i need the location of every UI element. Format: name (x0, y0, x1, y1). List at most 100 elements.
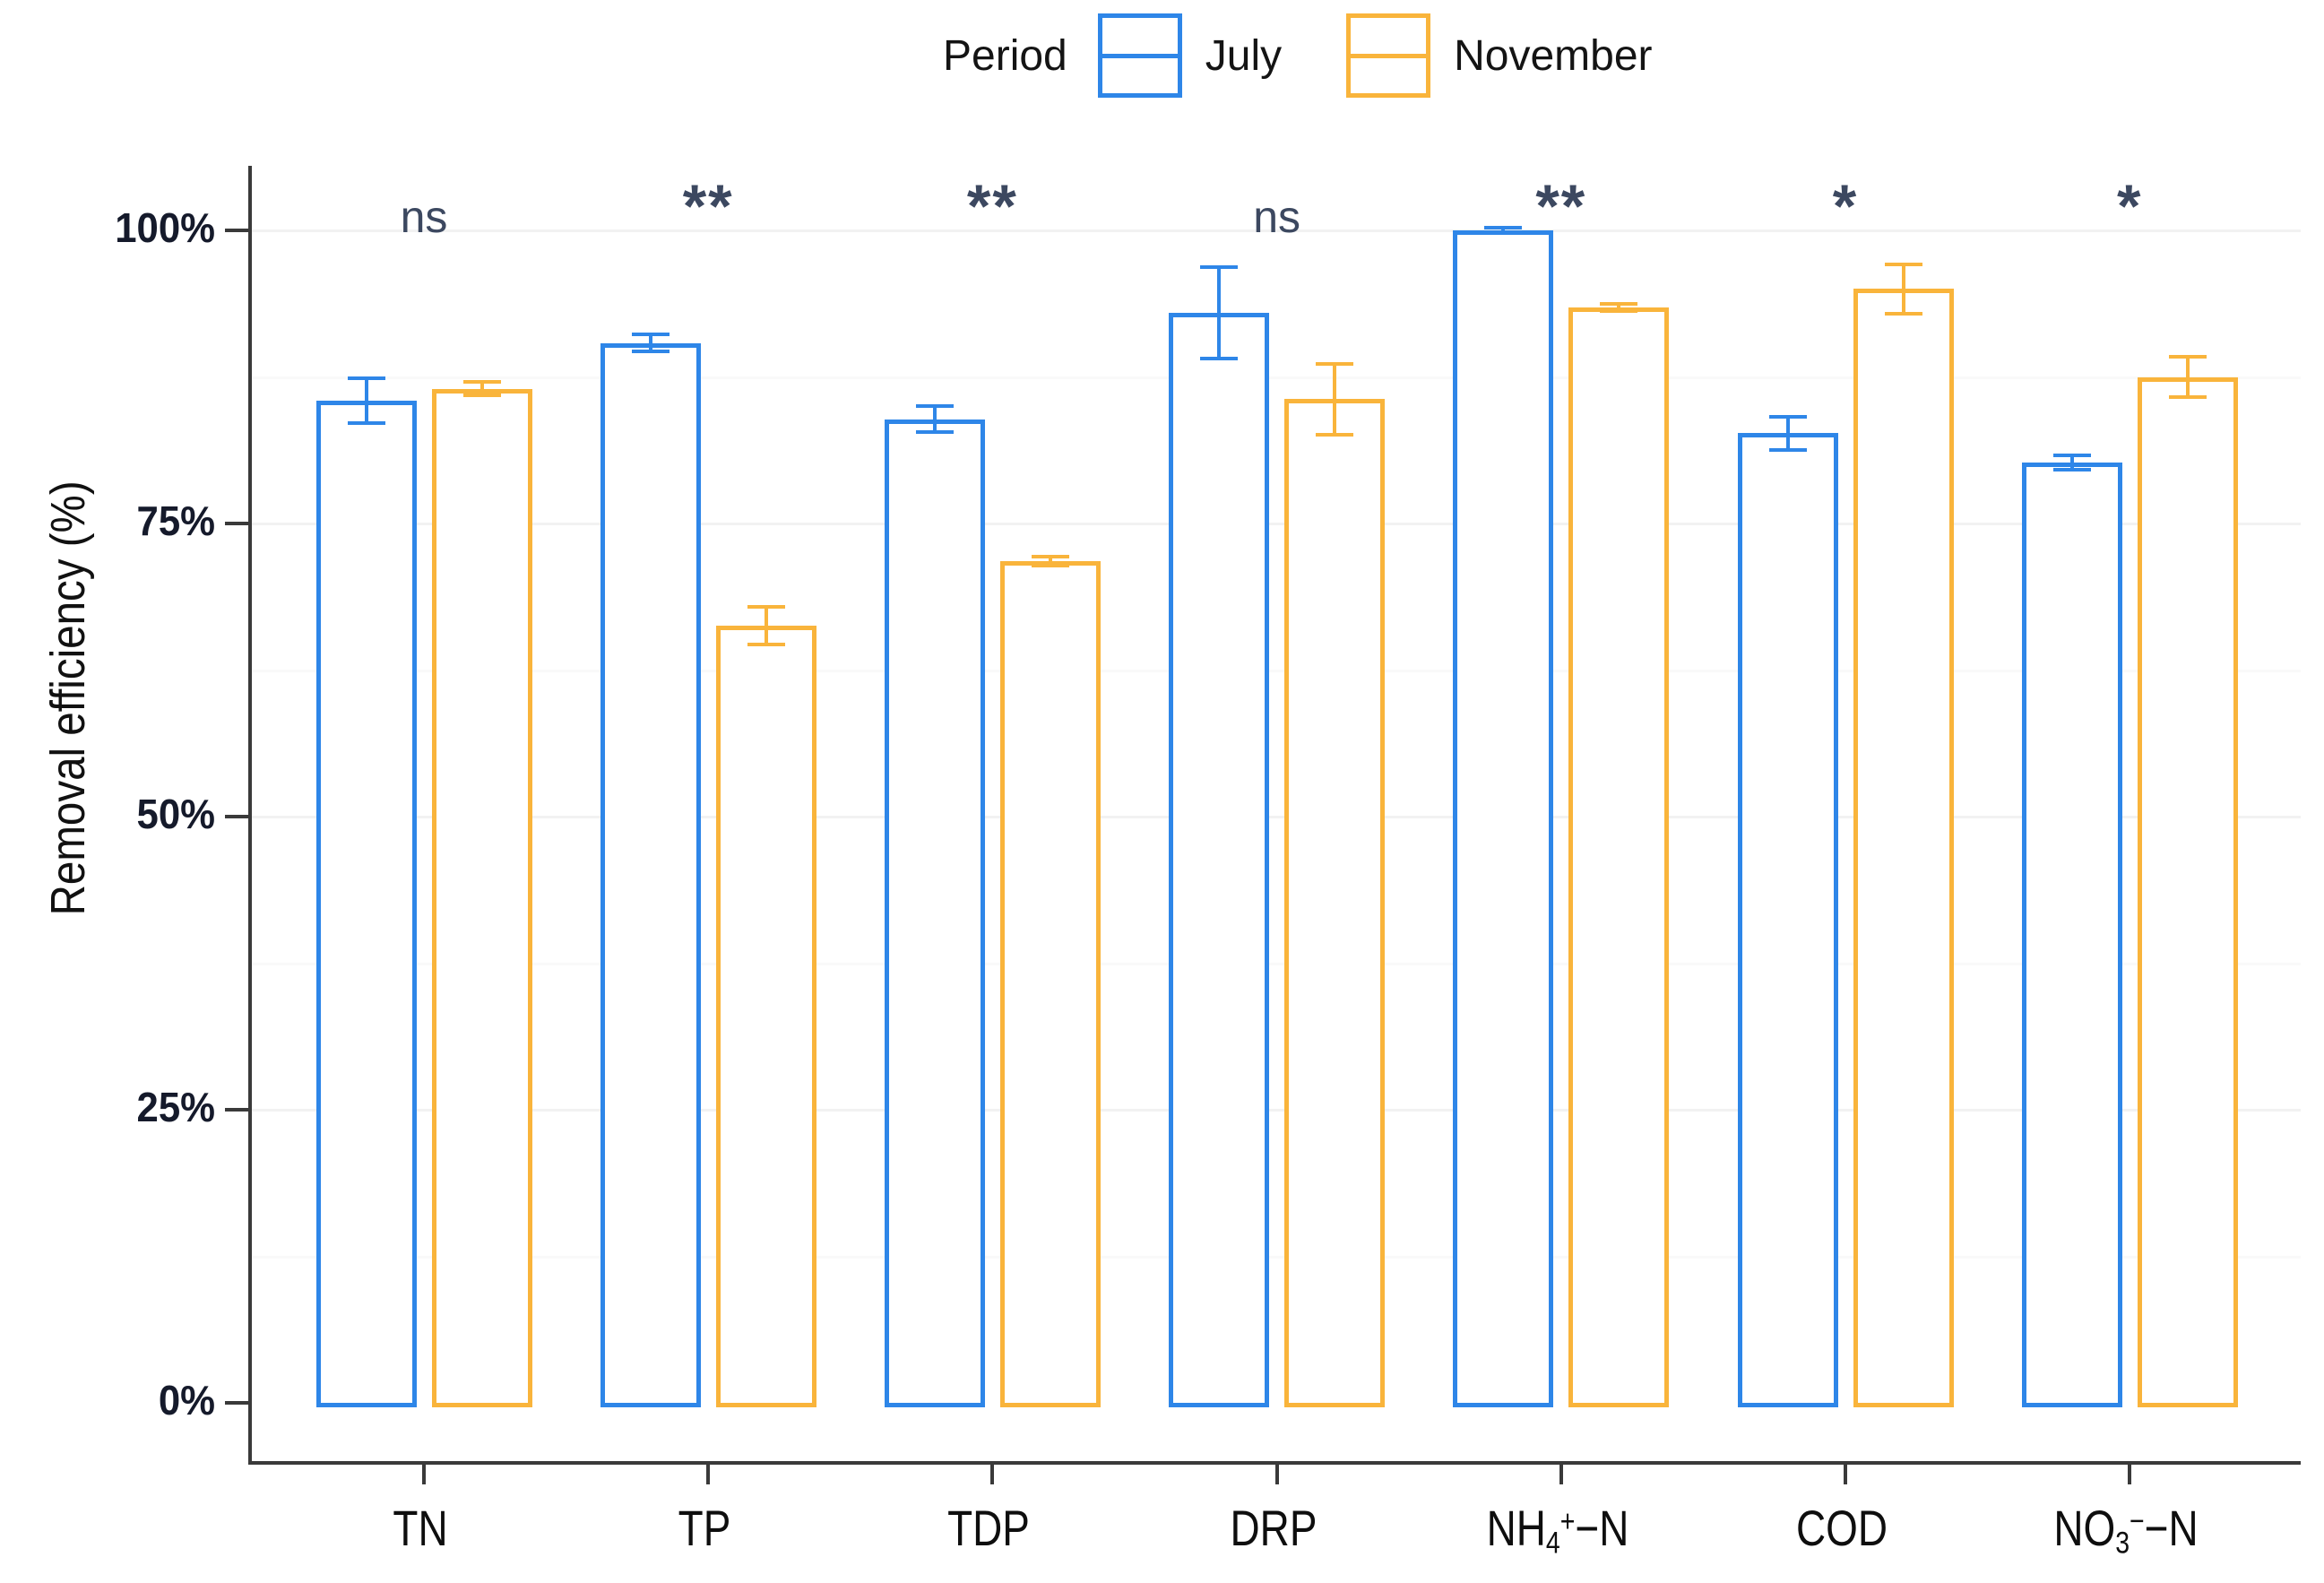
errorbar-cap-bottom (1768, 447, 1807, 452)
errorbar-november-NH4+-N (1617, 304, 1621, 312)
errorbar-november-DRP (1333, 364, 1337, 435)
x-axis-label-TN: TN (393, 1500, 448, 1556)
errorbar-cap-top (1600, 302, 1638, 307)
significance-label-DRP: ns (1253, 192, 1300, 242)
minor-gridline (252, 376, 2301, 379)
bar-july-TP (600, 342, 701, 1407)
x-axis-tick (706, 1465, 711, 1484)
x-axis-tick (1844, 1465, 1847, 1484)
bar-november-NO3--N (2137, 376, 2238, 1407)
legend-label-november: November (1454, 31, 1653, 80)
errorbar-july-TN (364, 377, 368, 423)
bar-november-TP (715, 625, 816, 1407)
major-gridline (252, 229, 2301, 232)
errorbar-cap-bottom (915, 429, 954, 434)
significance-label-COD: * (1832, 172, 1859, 240)
errorbar-cap-top (2168, 355, 2207, 359)
errorbar-november-TN (479, 381, 484, 396)
errorbar-cap-bottom (347, 420, 385, 425)
bar-november-DRP (1284, 399, 1386, 1407)
errorbar-july-NH4+-N (1501, 228, 1506, 233)
legend: Period July November (943, 11, 1653, 100)
significance-label-TDP: ** (966, 172, 1018, 240)
x-axis-label-TDP: TDP (947, 1500, 1031, 1556)
x-axis-tick (422, 1465, 426, 1484)
errorbar-cap-top (1884, 262, 1922, 266)
y-axis-tick (225, 815, 252, 818)
y-axis-tick (225, 522, 252, 525)
bar-july-COD (1737, 433, 1838, 1407)
y-axis-tick (225, 1401, 252, 1405)
errorbar-cap-bottom (1200, 356, 1239, 360)
x-axis-label-NH4+-N: NH4+−N (1486, 1500, 1629, 1561)
errorbar-cap-top (2052, 454, 2091, 458)
significance-label-TN: ns (400, 192, 448, 242)
errorbar-july-NO3--N (2069, 455, 2074, 470)
bar-november-NH4+-N (1568, 307, 1670, 1407)
errorbar-cap-bottom (1884, 311, 1922, 316)
errorbar-cap-bottom (747, 642, 785, 646)
bar-july-DRP (1169, 312, 1270, 1407)
x-axis-label-DRP: DRP (1230, 1500, 1318, 1556)
y-axis-tick (225, 229, 252, 232)
errorbar-november-TDP (1048, 556, 1052, 567)
errorbar-cap-top (915, 404, 954, 409)
legend-key-july-icon (1097, 13, 1182, 98)
errorbar-july-DRP (1217, 266, 1222, 359)
errorbar-cap-top (1316, 362, 1354, 367)
errorbar-july-TP (648, 334, 652, 351)
y-axis-tick-label: 75% (136, 497, 215, 544)
errorbar-cap-top (462, 379, 501, 384)
major-gridline (252, 523, 2301, 525)
major-gridline (252, 1109, 2301, 1112)
errorbar-cap-top (1484, 226, 1523, 230)
errorbar-cap-top (347, 376, 385, 380)
x-axis-tick (1274, 1465, 1279, 1484)
x-axis-label-NO3--N: NO3−−N (2053, 1500, 2199, 1561)
errorbar-cap-top (747, 604, 785, 609)
minor-gridline (252, 1255, 2301, 1259)
minor-gridline (252, 962, 2301, 965)
errorbar-cap-bottom (1484, 230, 1523, 235)
errorbar-cap-bottom (1600, 309, 1638, 314)
bar-july-TDP (884, 419, 985, 1407)
bar-november-TDP (999, 560, 1101, 1407)
errorbar-cap-top (1768, 414, 1807, 419)
y-axis-tick (225, 1108, 252, 1112)
errorbar-cap-top (631, 333, 670, 337)
major-gridline (252, 816, 2301, 818)
errorbar-cap-bottom (2052, 467, 2091, 471)
errorbar-cap-bottom (2168, 394, 2207, 399)
y-axis-tick-label: 100% (115, 204, 215, 251)
bar-july-NO3--N (2021, 462, 2122, 1407)
errorbar-cap-bottom (1316, 432, 1354, 437)
minor-gridline (252, 669, 2301, 672)
plot-area: ns ** ** ns ** * * (225, 166, 2301, 1484)
legend-key-november-errorbar-icon (1349, 54, 1429, 58)
x-axis-tick (2128, 1465, 2132, 1484)
x-axis-tick (1559, 1465, 1563, 1484)
errorbar-cap-top (1031, 554, 1069, 558)
legend-key-july-errorbar-icon (1100, 54, 1179, 58)
errorbar-cap-top (1200, 264, 1239, 269)
bar-july-NH4+-N (1453, 230, 1554, 1407)
errorbar-november-TP (764, 606, 768, 644)
errorbar-november-NO3--N (2185, 357, 2190, 397)
errorbar-cap-bottom (1031, 564, 1069, 568)
significance-label-TP: ** (682, 172, 734, 240)
y-axis-tick-label: 50% (136, 791, 215, 837)
errorbar-july-TDP (932, 406, 937, 432)
x-axis-label-TP: TP (678, 1500, 731, 1556)
y-axis-tick-label: 25% (136, 1084, 215, 1130)
significance-label-NO3--N: * (2116, 172, 2143, 240)
errorbar-cap-bottom (631, 349, 670, 353)
legend-key-november-icon (1346, 13, 1431, 98)
bar-november-COD (1853, 289, 1954, 1407)
x-axis-tick (990, 1465, 995, 1484)
y-axis-tick-label: 0% (158, 1377, 215, 1423)
legend-label-july: July (1205, 31, 1283, 80)
bar-july-TN (315, 400, 417, 1407)
significance-label-NH4+-N: ** (1535, 172, 1587, 240)
errorbar-november-COD (1901, 264, 1905, 314)
